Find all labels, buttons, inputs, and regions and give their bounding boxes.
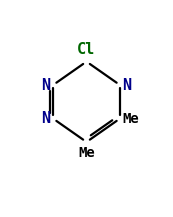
Text: N: N (41, 111, 51, 126)
Text: Me: Me (78, 146, 95, 160)
Text: Me: Me (122, 112, 139, 126)
Text: N: N (41, 77, 51, 93)
Text: Cl: Cl (77, 43, 96, 58)
Text: N: N (122, 77, 132, 93)
